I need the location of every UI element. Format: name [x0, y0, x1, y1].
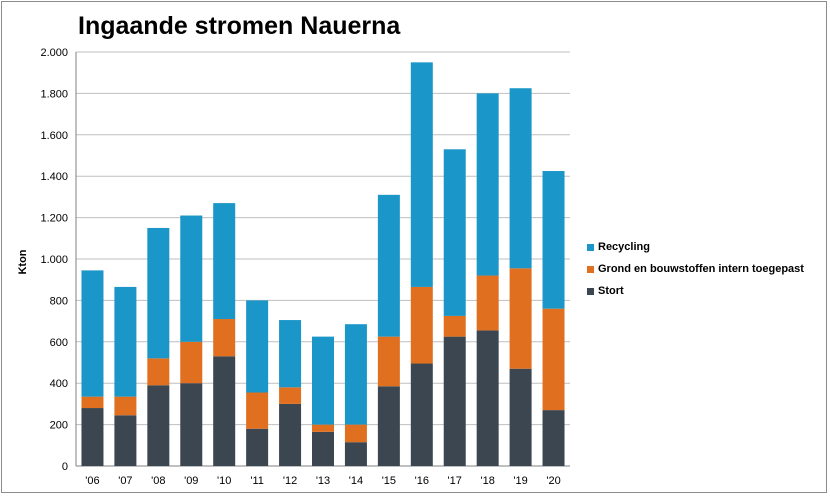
bar-grond-11: [443, 315, 466, 337]
x-tick-label: '07: [118, 475, 132, 487]
bar-stort-5: [246, 428, 269, 466]
legend-swatch: [587, 287, 594, 295]
bar-recycling-8: [344, 324, 367, 425]
x-tick-label: '10: [217, 475, 231, 487]
legend-swatch: [587, 243, 594, 251]
bar-grond-2: [147, 358, 170, 386]
bar-stort-8: [344, 442, 367, 466]
y-axis-label: Kton: [17, 249, 29, 274]
y-tick-label: 0: [62, 461, 68, 473]
x-tick-label: '13: [316, 475, 330, 487]
x-tick-label: '11: [250, 475, 264, 487]
y-tick-label: 600: [50, 337, 68, 349]
x-tick-label: '14: [349, 475, 363, 487]
bar-recycling-11: [443, 149, 466, 316]
bar-stort-9: [377, 386, 400, 466]
chart-title: Ingaande stromen Nauerna: [78, 12, 401, 40]
x-tick-label: '09: [184, 475, 198, 487]
bar-grond-9: [377, 336, 400, 387]
bar-grond-6: [279, 387, 302, 404]
bar-stort-11: [443, 336, 466, 467]
x-tick-label: '19: [513, 475, 527, 487]
bar-recycling-12: [476, 93, 499, 276]
bar-recycling-6: [279, 320, 302, 388]
bar-stort-3: [180, 383, 203, 466]
bar-stort-7: [312, 431, 334, 466]
bar-grond-0: [81, 396, 104, 409]
bar-grond-14: [542, 308, 565, 411]
y-tick-label: 800: [50, 295, 68, 307]
bar-stort-10: [410, 363, 433, 466]
bar-recycling-10: [410, 62, 433, 287]
bar-recycling-4: [213, 203, 236, 320]
bar-grond-12: [476, 275, 499, 331]
bar-recycling-7: [312, 336, 334, 425]
y-tick-label: 400: [50, 378, 68, 390]
legend-item: Recycling: [587, 236, 804, 258]
bar-stort-13: [509, 368, 532, 466]
x-tick-label: '12: [283, 475, 297, 487]
x-tick-label: '15: [382, 475, 396, 487]
bar-grond-13: [509, 268, 532, 369]
y-tick-label: 1.400: [40, 171, 68, 183]
bar-recycling-3: [180, 215, 203, 342]
y-tick-label: 200: [50, 420, 68, 432]
bar-recycling-9: [377, 194, 400, 337]
bar-recycling-1: [114, 286, 137, 397]
bar-stort-14: [542, 410, 565, 466]
y-tick-label: 1.800: [40, 88, 68, 100]
legend-swatch: [587, 265, 594, 273]
bar-grond-5: [246, 392, 269, 429]
legend: Recycling Grond en bouwstoffen intern toe…: [587, 236, 804, 302]
bar-grond-1: [114, 396, 137, 416]
legend-label: Grond en bouwstoffen intern toegepast: [598, 263, 804, 275]
bar-recycling-5: [246, 300, 269, 393]
y-tick-label: 1.600: [40, 130, 68, 142]
bar-stort-0: [81, 408, 104, 466]
x-tick-label: '06: [85, 475, 99, 487]
x-tick-label: '08: [151, 475, 165, 487]
x-tick-label: '20: [546, 475, 560, 487]
bar-recycling-0: [81, 270, 104, 397]
bar-stort-1: [114, 415, 137, 466]
bar-stort-12: [476, 330, 499, 466]
bar-recycling-13: [509, 88, 532, 269]
bar-grond-4: [213, 319, 236, 357]
bar-stort-6: [279, 403, 302, 466]
legend-item: Stort: [587, 280, 804, 302]
y-tick-label: 1.000: [40, 254, 68, 266]
bar-stort-4: [213, 356, 236, 466]
bar-recycling-14: [542, 171, 565, 309]
y-tick-label: 1.200: [40, 213, 68, 225]
x-tick-label: '16: [415, 475, 429, 487]
bar-grond-8: [344, 424, 367, 443]
bar-grond-10: [410, 286, 433, 364]
bar-recycling-2: [147, 227, 170, 359]
x-tick-label: '18: [480, 475, 494, 487]
bar-grond-7: [312, 424, 334, 432]
legend-label: Stort: [598, 285, 624, 297]
bars: [81, 62, 565, 467]
x-tick-label: '17: [448, 475, 462, 487]
legend-item: Grond en bouwstoffen intern toegepast: [587, 258, 804, 280]
bar-stort-2: [147, 385, 170, 466]
legend-label: Recycling: [598, 241, 650, 253]
axes: 0 200 400 600 800 1.000 1.200 1.400 1.600 1.800 2.…: [40, 47, 560, 487]
bar-grond-3: [180, 341, 203, 384]
y-tick-label: 2.000: [40, 47, 68, 59]
